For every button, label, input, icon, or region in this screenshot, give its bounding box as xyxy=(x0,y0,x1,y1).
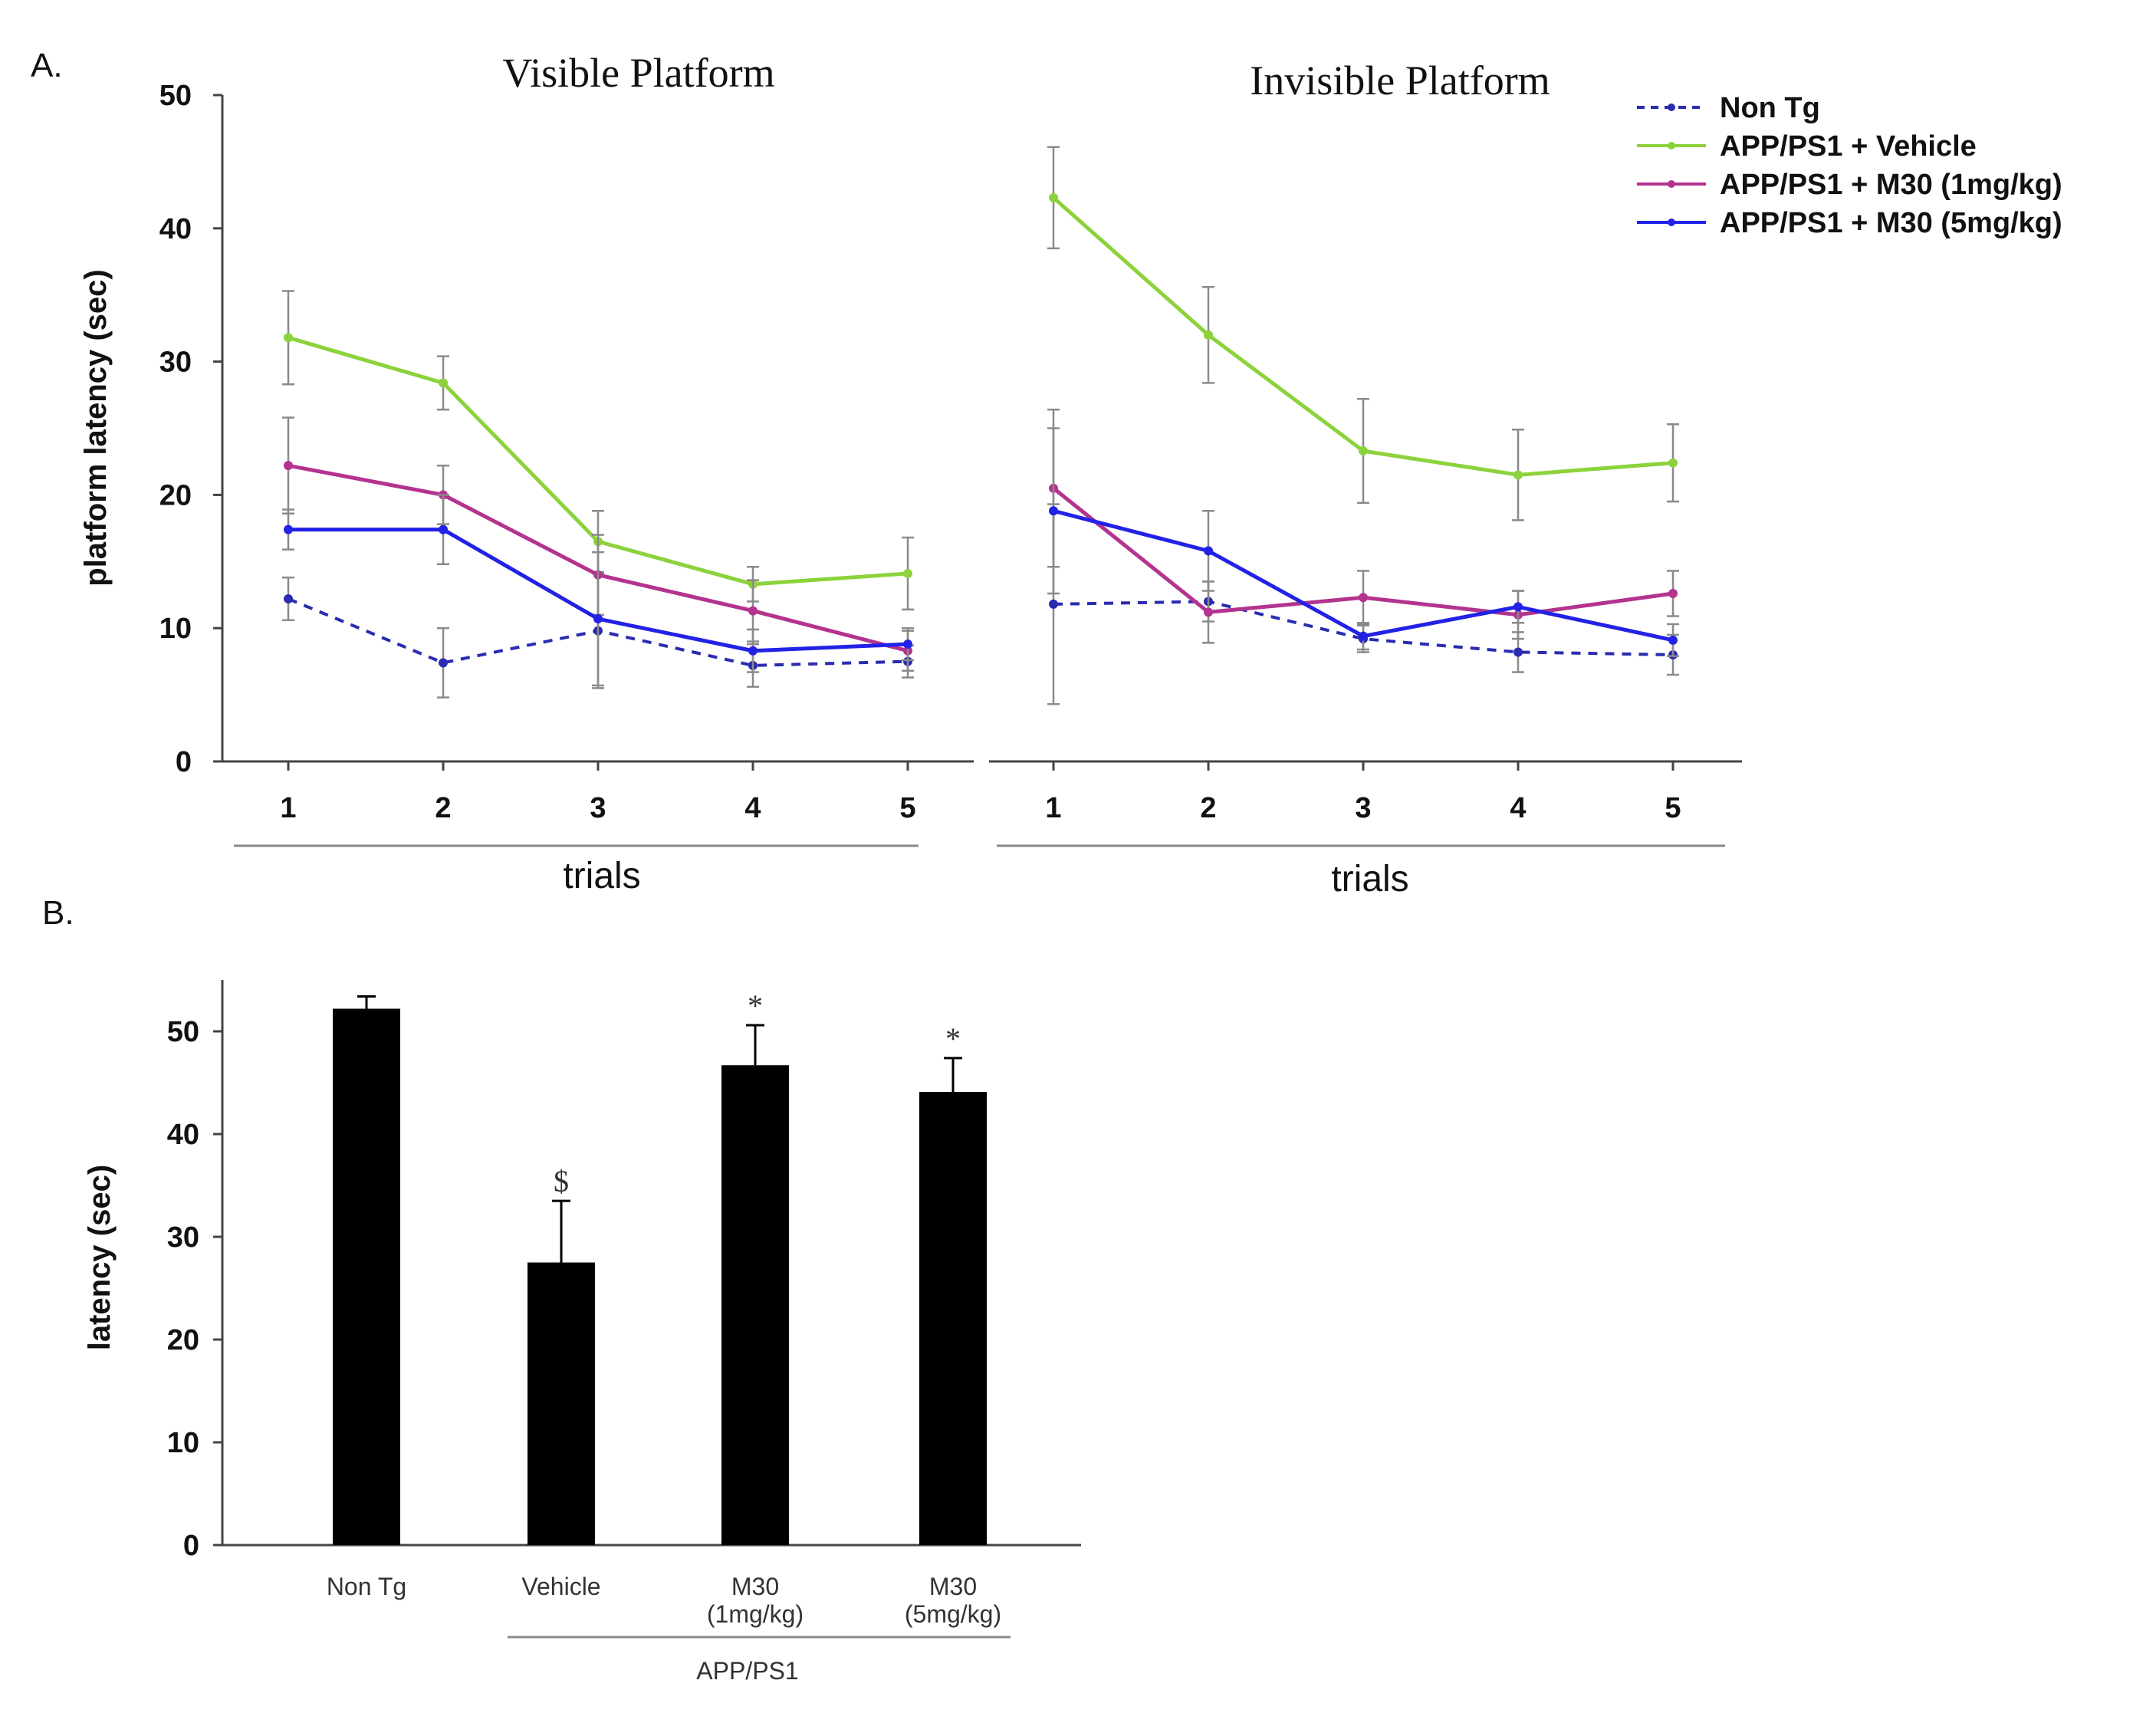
line-y-axis-label: platform latency (sec) xyxy=(79,269,113,586)
bar-y-tick-label: 40 xyxy=(167,1119,199,1151)
invisible-point-app-ps1-m30-5mg-kg xyxy=(1049,506,1058,516)
invisible-point-app-ps1-vehicle xyxy=(1668,458,1678,468)
line-series-layer xyxy=(282,146,1679,705)
bar xyxy=(333,1008,400,1545)
visible-point-app-ps1-vehicle xyxy=(439,378,448,388)
bar-category-label: (1mg/kg) xyxy=(707,1600,804,1628)
bar-significance-marker: $ xyxy=(554,1164,569,1198)
panel-a-label: A. xyxy=(31,47,63,84)
invisible-x-tick-label: 1 xyxy=(1045,792,1061,824)
visible-x-tick-label: 1 xyxy=(280,792,296,824)
invisible-point-app-ps1-m30-1mg-kg xyxy=(1668,589,1678,599)
visible-point-app-ps1-vehicle xyxy=(903,568,912,578)
panel-b-bar-chart: 0 10 20 30 40 50 latency (sec) Non Tg $ Vehicle… xyxy=(83,980,1081,1685)
bar-significance-marker: * xyxy=(945,1021,961,1056)
invisible-x-tick-label: 5 xyxy=(1665,792,1681,824)
app-ps1-group-label: APP/PS1 xyxy=(696,1657,798,1685)
invisible-point-non-tg xyxy=(1049,599,1058,609)
line-y-tick-label: 40 xyxy=(159,213,192,245)
visible-point-non-tg xyxy=(439,658,448,668)
visible-series-app-ps1-m30-5mg-kg xyxy=(282,494,914,687)
invisible-platform-title: Invisible Platform xyxy=(1250,58,1550,104)
legend-label-app-ps1-m30-5mg-kg: APP/PS1 + M30 (5mg/kg) xyxy=(1720,207,2062,239)
bar-category-label: Vehicle xyxy=(521,1573,600,1600)
visible-point-app-ps1-m30-1mg-kg xyxy=(748,606,758,616)
bar-category-label: Non Tg xyxy=(327,1573,406,1600)
visible-platform-title: Visible Platform xyxy=(502,50,774,96)
visible-point-app-ps1-m30-5mg-kg xyxy=(593,614,603,624)
bar xyxy=(919,1092,987,1545)
line-y-tick-label: 20 xyxy=(159,479,192,511)
line-y-tick-label: 30 xyxy=(159,347,192,379)
bar-y-tick-label: 50 xyxy=(167,1016,199,1048)
bar-y-axis-label: latency (sec) xyxy=(83,1165,117,1350)
bar-significance-marker: * xyxy=(748,988,763,1023)
bar-y-tick-label: 10 xyxy=(167,1427,199,1459)
visible-point-app-ps1-m30-5mg-kg xyxy=(903,639,912,649)
visible-x-tick-label: 3 xyxy=(590,792,606,824)
invisible-point-app-ps1-vehicle xyxy=(1204,330,1213,340)
legend-marker-app-ps1-m30-5mg-kg xyxy=(1668,219,1675,226)
legend-marker-non-tg xyxy=(1668,104,1675,111)
invisible-point-app-ps1-vehicle xyxy=(1049,192,1058,202)
legend-marker-app-ps1-vehicle xyxy=(1668,142,1675,150)
bar-y-tick-label: 20 xyxy=(167,1324,199,1356)
visible-point-app-ps1-m30-5mg-kg xyxy=(439,524,448,534)
visible-point-non-tg xyxy=(284,593,293,603)
visible-x-tick-label: 4 xyxy=(744,792,761,824)
line-x-ticks: 1 2 3 4 5 1 2 3 4 5 xyxy=(280,761,1681,824)
invisible-point-app-ps1-m30-5mg-kg xyxy=(1359,631,1368,641)
invisible-point-app-ps1-vehicle xyxy=(1513,470,1523,480)
invisible-series-app-ps1-vehicle xyxy=(1047,146,1679,521)
invisible-x-tick-label: 4 xyxy=(1510,792,1526,824)
invisible-point-app-ps1-vehicle xyxy=(1359,446,1368,456)
bar-category-label: M30 xyxy=(929,1573,977,1600)
invisible-point-app-ps1-m30-5mg-kg xyxy=(1513,602,1523,612)
visible-point-app-ps1-m30-1mg-kg xyxy=(284,461,293,471)
visible-x-tick-label: 2 xyxy=(435,792,451,824)
visible-x-tick-label: 5 xyxy=(899,792,915,824)
bars-layer: Non Tg$Vehicle*M30(1mg/kg)*M30(5mg/kg) xyxy=(327,988,1001,1628)
invisible-x-tick-label: 2 xyxy=(1200,792,1216,824)
invisible-x-tick-label: 3 xyxy=(1355,792,1371,824)
bar-y-tick-label: 30 xyxy=(167,1221,199,1254)
invisible-x-axis-label: trials xyxy=(1331,859,1408,899)
invisible-point-app-ps1-m30-1mg-kg xyxy=(1359,593,1368,603)
legend-label-app-ps1-m30-1mg-kg: APP/PS1 + M30 (1mg/kg) xyxy=(1720,169,2062,201)
bar xyxy=(721,1065,789,1545)
panel-a-line-charts: Visible Platform Invisible Platform 0 10 2… xyxy=(79,50,2062,899)
invisible-line-non-tg xyxy=(1053,600,1674,656)
visible-point-app-ps1-m30-5mg-kg xyxy=(284,524,293,534)
line-y-tick-label: 10 xyxy=(159,613,192,645)
visible-point-app-ps1-m30-5mg-kg xyxy=(748,646,758,656)
line-y-tick-label: 50 xyxy=(159,80,192,112)
bar-category-label: M30 xyxy=(731,1573,779,1600)
legend-label-non-tg: Non Tg xyxy=(1720,92,1820,124)
line-y-ticks: 0 10 20 30 40 50 xyxy=(159,80,222,778)
bar-y-ticks: 0 10 20 30 40 50 xyxy=(167,1016,222,1562)
bar xyxy=(527,1262,595,1545)
bar-category-label: (5mg/kg) xyxy=(905,1600,1001,1628)
bar-y-tick-label: 0 xyxy=(183,1530,199,1562)
invisible-point-app-ps1-m30-5mg-kg xyxy=(1204,546,1213,556)
legend: Non Tg APP/PS1 + Vehicle APP/PS1 + M30 (1m… xyxy=(1637,92,2062,239)
line-y-tick-label: 0 xyxy=(176,746,192,778)
visible-x-axis-label: trials xyxy=(563,856,640,896)
invisible-point-non-tg xyxy=(1513,647,1523,657)
panel-b-label: B. xyxy=(42,894,74,932)
legend-label-app-ps1-vehicle: APP/PS1 + Vehicle xyxy=(1720,130,1977,163)
invisible-point-app-ps1-m30-5mg-kg xyxy=(1668,635,1678,645)
invisible-point-app-ps1-m30-1mg-kg xyxy=(1204,607,1213,617)
visible-point-app-ps1-vehicle xyxy=(284,333,293,343)
invisible-series-app-ps1-m30-5mg-kg xyxy=(1047,427,1679,657)
legend-marker-app-ps1-m30-1mg-kg xyxy=(1668,180,1675,188)
